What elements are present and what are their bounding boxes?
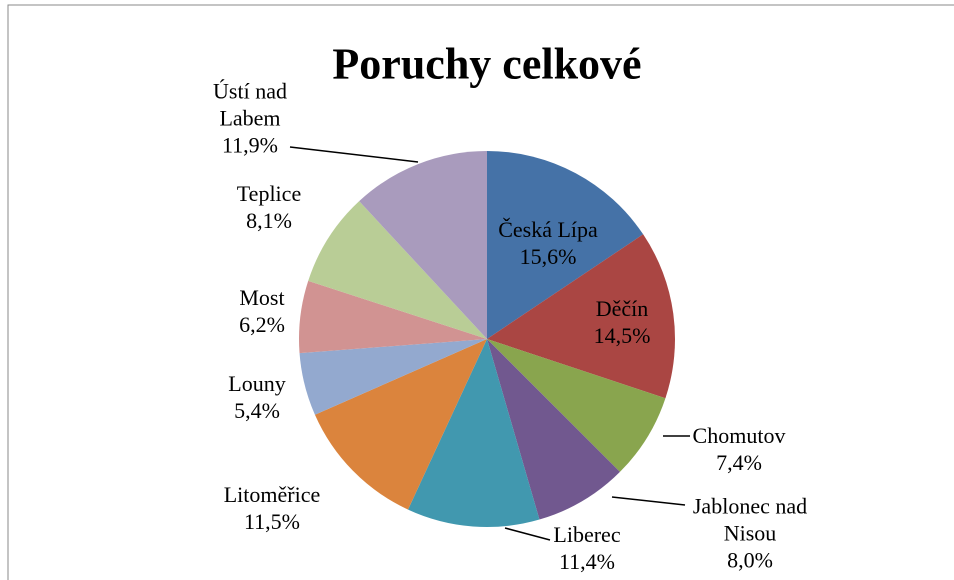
pie-slice — [487, 339, 666, 472]
category-label: Česká Lípa — [498, 217, 598, 242]
value-label: 11,5% — [243, 509, 300, 534]
value-label: 15,6% — [519, 244, 577, 269]
slice-label: Děčín 14,5% — [572, 295, 672, 349]
pie-slice — [308, 201, 487, 339]
category-label: Teplice — [236, 181, 302, 206]
pie-slice — [408, 339, 540, 527]
category-label: Most — [239, 285, 285, 310]
pie-slice — [359, 151, 487, 339]
pie-slice — [487, 151, 644, 339]
value-label: 8,0% — [727, 547, 773, 573]
value-label: 7,4% — [716, 450, 762, 475]
value-label: 5,4% — [234, 398, 280, 423]
pie-slice — [487, 234, 675, 399]
leader-line — [504, 527, 551, 541]
category-label: Louny — [228, 371, 286, 396]
pie-slice — [298, 280, 487, 354]
leader-line — [289, 146, 419, 163]
category-label: Děčín — [595, 296, 649, 321]
slice-label: Liberec 11,4% — [537, 521, 637, 575]
category-label: Jablonec nad Nisou — [692, 493, 808, 546]
slice-label: Jablonec nad Nisou 8,0% — [675, 493, 825, 574]
pie-slice — [314, 339, 487, 510]
slice-label: Teplice 8,1% — [219, 180, 319, 234]
value-label: 14,5% — [593, 323, 651, 348]
category-label: Litoměřice — [223, 482, 321, 507]
leader-line — [611, 496, 686, 506]
value-label: 6,2% — [239, 312, 285, 337]
slice-label: Chomutov 7,4% — [679, 422, 799, 476]
category-label: Chomutov — [692, 423, 786, 448]
pie-slice — [299, 339, 487, 415]
chart-title: Poruchy celkové — [332, 39, 642, 89]
slice-label: Česká Lípa 15,6% — [478, 216, 618, 270]
slice-label: Most 6,2% — [212, 284, 312, 338]
category-label: Liberec — [553, 522, 621, 547]
value-label: 11,4% — [558, 549, 615, 574]
pie-slice — [487, 339, 620, 520]
chart-frame — [7, 4, 954, 580]
value-label: 8,1% — [246, 208, 292, 233]
category-label: Ústí nad Labem — [213, 78, 287, 131]
value-label: 11,9% — [221, 132, 278, 158]
slice-label: Louny 5,4% — [207, 370, 307, 424]
slice-label: Ústí nad Labem 11,9% — [205, 78, 295, 159]
slice-label: Litoměřice 11,5% — [202, 481, 342, 535]
